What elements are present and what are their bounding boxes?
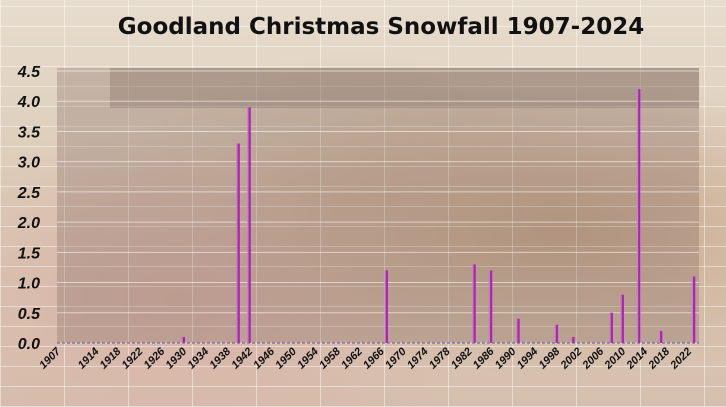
bar (636, 89, 641, 343)
bar-highlight (636, 89, 639, 343)
bar (691, 276, 696, 343)
bar (620, 294, 624, 343)
x-tick-label: 2002 (558, 346, 585, 373)
bar-highlight (472, 264, 474, 343)
bar-highlight (384, 270, 386, 343)
x-tick-label: 1946 (251, 345, 277, 371)
x-tick-label: 1998 (537, 345, 563, 371)
y-tick-label: 2.5 (17, 185, 41, 202)
x-tick-label: 1942 (229, 346, 255, 372)
x-tick-label: 1918 (98, 345, 124, 371)
bar (384, 270, 388, 343)
bar-highlight (691, 276, 693, 343)
x-tick-label: 1994 (515, 346, 541, 372)
bar-highlight (181, 336, 183, 343)
x-tick-label: 1914 (76, 346, 102, 372)
plot-area (57, 68, 699, 343)
x-tick-label: 1954 (295, 346, 321, 372)
bar (516, 318, 520, 343)
x-tick-label: 1970 (383, 345, 409, 371)
x-tick-label: 1974 (405, 346, 431, 372)
x-tick-label: 1958 (317, 345, 343, 371)
x-tick-label: 1930 (164, 345, 190, 371)
x-tick-label: 1982 (449, 346, 475, 372)
bar-highlight (620, 294, 622, 343)
y-tick-label: 1.5 (18, 245, 41, 262)
bar-highlight (658, 330, 661, 343)
bar (236, 143, 240, 343)
bar-highlight (488, 270, 490, 343)
x-tick-label: 1934 (185, 346, 211, 372)
bar (609, 312, 613, 343)
bar-highlight (554, 324, 556, 343)
bar-highlight (247, 107, 249, 344)
bar (472, 264, 476, 343)
x-tick-label: 1922 (120, 346, 146, 372)
x-tick-label: 1950 (273, 345, 299, 371)
x-tick-label: 1990 (493, 345, 519, 371)
bar (488, 270, 493, 343)
x-tick-label: 1966 (361, 345, 387, 371)
x-tick-label: 1907 (37, 345, 63, 371)
y-tick-label: 0.5 (18, 306, 41, 323)
y-tick-label: 3.0 (18, 155, 40, 172)
bar (247, 107, 251, 344)
x-tick-label: 1962 (339, 346, 365, 372)
y-tick-label: 1.0 (18, 276, 40, 293)
bar (658, 330, 663, 343)
y-tick-label: 2.0 (17, 215, 40, 232)
bar (554, 324, 559, 343)
x-tick-label: 1978 (427, 345, 453, 371)
y-tick-label: 0.0 (18, 336, 40, 353)
chart-title: Goodland Christmas Snowfall 1907-2024 (117, 14, 645, 40)
x-tick-label: 1986 (471, 345, 497, 371)
y-tick-label: 3.5 (18, 124, 41, 141)
x-tick-label: 2022 (668, 346, 695, 373)
bar-highlight (571, 336, 573, 343)
x-tick-label: 2018 (646, 345, 673, 372)
bar-highlight (516, 318, 518, 343)
bar-highlight (236, 143, 238, 343)
x-tick-label: 1938 (207, 345, 233, 371)
bar-highlight (609, 312, 611, 343)
x-tick-label: 2010 (602, 345, 629, 372)
x-tick-label: 2006 (580, 345, 607, 372)
x-tick-label: 1926 (142, 345, 168, 371)
y-tick-label: 4.5 (17, 64, 41, 81)
bar (571, 336, 575, 343)
bar (181, 336, 185, 343)
y-tick-label: 4.0 (17, 94, 40, 111)
x-tick-label: 2014 (624, 346, 651, 373)
